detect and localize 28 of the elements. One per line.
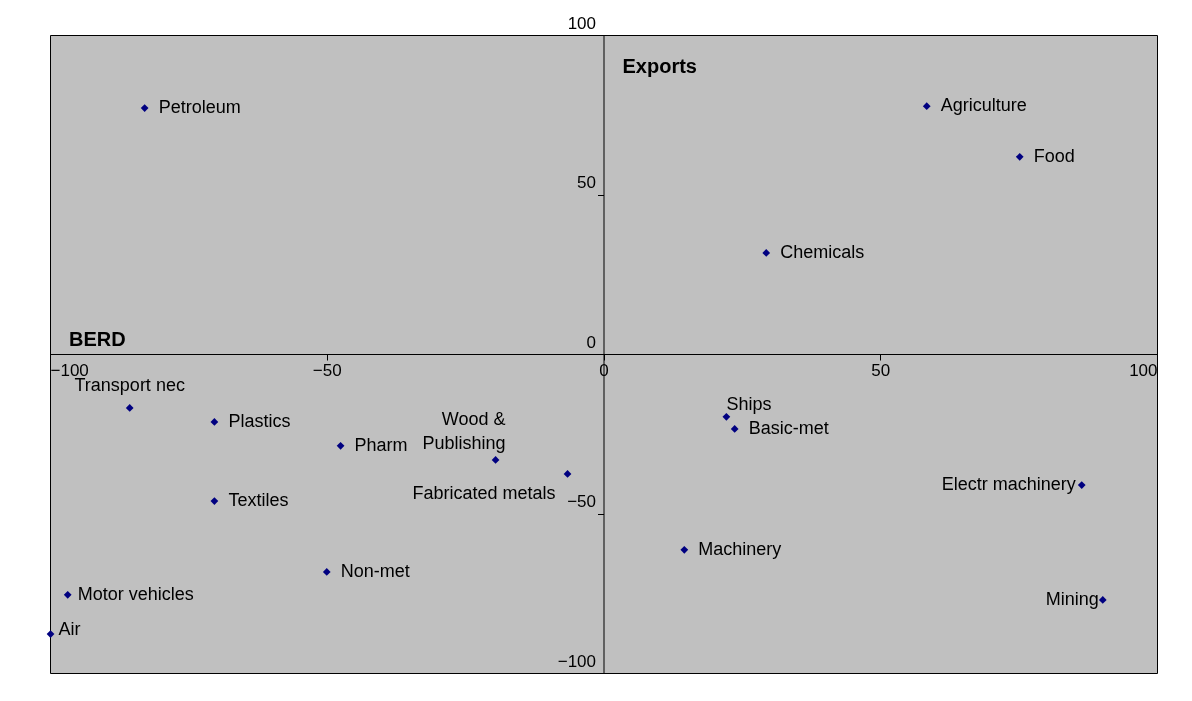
y-tick-label: −100 xyxy=(557,651,596,671)
annotation: Basic-met xyxy=(748,417,829,438)
annotation: Motor vehicles xyxy=(77,583,194,604)
annotation: Agriculture xyxy=(940,95,1027,116)
y-tick-label: 100 xyxy=(567,13,596,33)
annotation: Air xyxy=(58,619,81,640)
annotation: Plastics xyxy=(228,410,291,431)
annotation: Mining xyxy=(1045,588,1099,609)
x-tick-label: 100 xyxy=(1129,360,1158,380)
annotation: Electr machinery xyxy=(941,474,1076,495)
y-tick-label: 0 xyxy=(586,332,596,352)
annotation: Non-met xyxy=(340,560,410,581)
annotation: Chemicals xyxy=(780,241,865,262)
annotation: Food xyxy=(1033,145,1075,166)
annotation: Ships xyxy=(726,393,772,414)
annotation: Petroleum xyxy=(158,97,241,118)
annotation: Machinery xyxy=(698,538,782,559)
x-tick-label: 50 xyxy=(871,360,891,380)
annotation: Fabricated metals xyxy=(412,482,556,503)
annotation: Pharm xyxy=(354,434,408,455)
annotation: Textiles xyxy=(228,490,289,511)
y-tick-label: 50 xyxy=(577,173,596,192)
x-tick-label: 0 xyxy=(599,360,609,380)
x-tick-label: −50 xyxy=(312,360,342,380)
x-axis-title: BERD xyxy=(69,328,126,350)
annotation: Wood & Publishing xyxy=(422,408,506,453)
y-axis-title: Exports xyxy=(622,55,697,77)
y-tick-label: −50 xyxy=(567,492,596,511)
